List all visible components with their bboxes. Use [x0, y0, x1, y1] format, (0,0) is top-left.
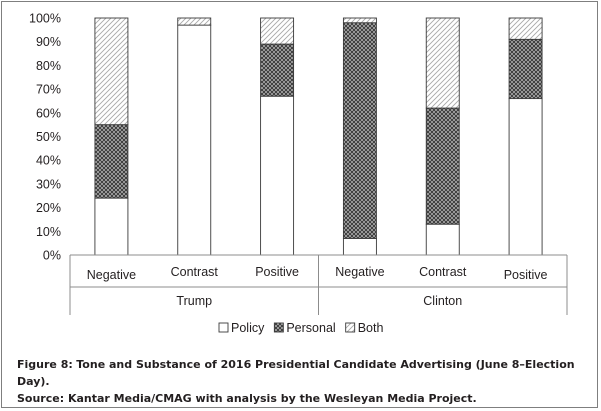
- bar-segment-personal: [508, 38, 543, 100]
- y-axis: 0% 10% 20% 30% 40% 50% 60% 70% 80% 90% 100%: [29, 12, 61, 263]
- legend-swatch-personal: [273, 322, 284, 333]
- bar-segment-policy: [342, 237, 377, 256]
- group-label: Clinton: [423, 294, 462, 308]
- y-tick-label: 90%: [36, 35, 61, 49]
- legend-label: Personal: [286, 321, 335, 335]
- category-label: Contrast: [419, 265, 467, 279]
- legend-label: Policy: [231, 321, 265, 335]
- bar-segment-personal: [94, 124, 129, 199]
- bar-segment-policy: [425, 223, 460, 256]
- stacked-bar-chart: 0% 10% 20% 30% 40% 50% 60% 70% 80% 90% 100% Trump C…: [29, 12, 568, 335]
- bar-segment-policy: [177, 24, 212, 256]
- figure-caption: Figure 8: Tone and Substance of 2016 Pre…: [17, 356, 587, 407]
- category-label: Positive: [504, 268, 548, 282]
- y-tick-label: 20%: [36, 201, 61, 215]
- caption-title-line: Figure 8: Tone and Substance of 2016 Pre…: [17, 356, 587, 390]
- figure-label: Figure 8:: [17, 358, 73, 371]
- category-label: Positive: [255, 265, 299, 279]
- y-tick-label: 60%: [36, 106, 61, 120]
- bar-segment-policy: [508, 98, 543, 256]
- category-label: Negative: [335, 265, 384, 279]
- figure-source: Source: Kantar Media/CMAG with analysis …: [17, 392, 477, 405]
- y-tick-label: 40%: [36, 154, 61, 168]
- bar-segment-policy: [94, 197, 129, 256]
- bar-segment-both: [177, 17, 212, 26]
- y-tick-label: 0%: [43, 249, 61, 263]
- bar-segment-both: [260, 17, 295, 45]
- group-label: Trump: [176, 294, 212, 308]
- y-tick-label: 100%: [29, 12, 61, 26]
- y-tick-label: 50%: [36, 130, 61, 144]
- y-tick-label: 30%: [36, 177, 61, 191]
- bar-segment-both: [94, 17, 129, 126]
- bar-segment-policy: [260, 95, 295, 256]
- legend-swatch-both: [345, 322, 356, 333]
- bar-segment-personal: [342, 22, 377, 239]
- y-tick-label: 70%: [36, 83, 61, 97]
- x-axis: Trump Clinton Negative Contrast Positive Nega…: [69, 254, 568, 315]
- figure-title: Tone and Substance of 2016 Presidential …: [17, 358, 575, 388]
- y-tick-label: 10%: [36, 225, 61, 239]
- y-tick-label: 80%: [36, 59, 61, 73]
- bars-group: [94, 17, 543, 256]
- category-label: Negative: [87, 268, 136, 282]
- bar-segment-both: [342, 17, 377, 24]
- legend-label: Both: [358, 321, 384, 335]
- bar-segment-personal: [425, 107, 460, 225]
- bar-segment-both: [425, 17, 460, 109]
- bar-segment-both: [508, 17, 543, 40]
- bar-segment-personal: [260, 43, 295, 97]
- legend-swatch-policy: [218, 322, 229, 333]
- legend: Policy Personal Both: [218, 321, 384, 335]
- category-label: Contrast: [171, 265, 219, 279]
